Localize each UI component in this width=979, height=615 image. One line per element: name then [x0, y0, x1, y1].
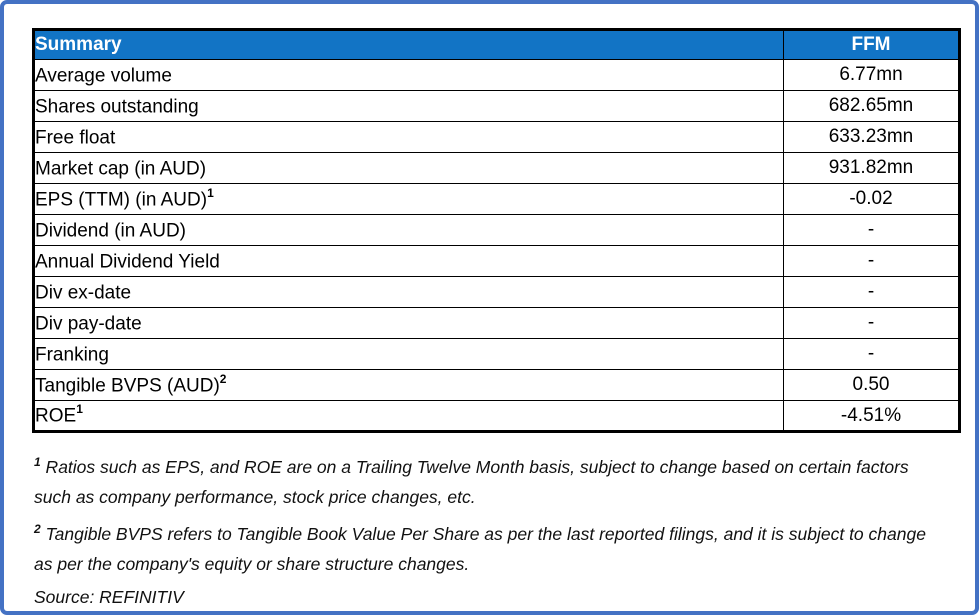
- table-row: Div ex-date -: [33, 276, 960, 308]
- table-row: EPS (TTM) (in AUD)1 -0.02: [33, 183, 960, 215]
- report-content: Summary FFM Average volume 6.77mn Shares…: [4, 4, 975, 608]
- metric-label: Franking: [35, 344, 109, 366]
- header-ffm-cell: FFM: [783, 29, 960, 60]
- metric-footnote-ref: 1: [207, 185, 214, 200]
- summary-table: Summary FFM Average volume 6.77mn Shares…: [32, 28, 961, 433]
- footnote-1-text: Ratios such as EPS, and ROE are on a Tra…: [34, 456, 909, 507]
- metric-label: Market cap (in AUD): [35, 158, 207, 180]
- metric-label-cell: Franking: [33, 338, 784, 370]
- metric-value-cell: -: [783, 338, 960, 370]
- metric-label-cell: Annual Dividend Yield: [33, 245, 784, 277]
- metric-value-cell: 682.65mn: [783, 90, 960, 122]
- footnote-2: 2 Tangible BVPS refers to Tangible Book …: [34, 514, 942, 579]
- table-header-row: Summary FFM: [33, 29, 960, 60]
- table-row: Annual Dividend Yield -: [33, 245, 960, 277]
- metric-value-cell: 931.82mn: [783, 152, 960, 184]
- table-row: Free float 633.23mn: [33, 121, 960, 153]
- metric-value-cell: 633.23mn: [783, 121, 960, 153]
- footnote-1: 1 Ratios such as EPS, and ROE are on a T…: [34, 447, 942, 512]
- metric-footnote-ref: 2: [219, 371, 227, 386]
- metric-label: Dividend (in AUD): [35, 220, 186, 242]
- metric-footnote-ref: 1: [76, 402, 83, 417]
- metric-label-cell: Div pay-date: [33, 307, 784, 339]
- metric-label-cell: Tangible BVPS (AUD)2: [33, 369, 784, 401]
- metric-value-cell: -0.02: [783, 183, 960, 215]
- metric-label: Div pay-date: [35, 313, 142, 335]
- footnotes-section: 1 Ratios such as EPS, and ROE are on a T…: [34, 447, 942, 579]
- header-summary-cell: Summary: [33, 29, 784, 60]
- metric-label: EPS (TTM) (in AUD): [35, 189, 208, 211]
- metric-value-cell: -: [783, 307, 960, 339]
- metric-label: Annual Dividend Yield: [35, 251, 220, 273]
- table-row: Div pay-date -: [33, 307, 960, 339]
- footnote-2-text: Tangible BVPS refers to Tangible Book Va…: [34, 523, 926, 574]
- metric-value-cell: 0.50: [783, 369, 960, 401]
- metric-label-cell: Market cap (in AUD): [33, 152, 784, 184]
- source-note: Source: REFINITIV: [34, 586, 184, 607]
- table-row: Market cap (in AUD) 931.82mn: [33, 152, 960, 184]
- table-row: Shares outstanding 682.65mn: [33, 90, 960, 122]
- metric-label: Div ex-date: [35, 282, 132, 304]
- table-row: Franking -: [33, 338, 960, 370]
- metric-label: Shares outstanding: [35, 96, 199, 118]
- metric-label-cell: EPS (TTM) (in AUD)1: [33, 183, 784, 215]
- metric-value-cell: -: [783, 214, 960, 246]
- metric-label-cell: Free float: [33, 121, 784, 153]
- metric-label: Free float: [35, 127, 116, 149]
- metric-label: ROE: [35, 405, 77, 427]
- table-row: ROE1 -4.51%: [33, 400, 960, 432]
- metric-value-cell: -: [783, 245, 960, 277]
- metric-label-cell: Div ex-date: [33, 276, 784, 308]
- metric-label: Average volume: [35, 65, 172, 87]
- metric-label-cell: Average volume: [33, 59, 784, 91]
- metric-value-cell: 6.77mn: [783, 59, 960, 91]
- metric-value-cell: -: [783, 276, 960, 308]
- footnote-2-marker: 2: [34, 521, 41, 536]
- metric-label-cell: Dividend (in AUD): [33, 214, 784, 246]
- table-row: Dividend (in AUD) -: [33, 214, 960, 246]
- metric-label: Tangible BVPS (AUD): [35, 375, 220, 397]
- metric-label-cell: ROE1: [33, 400, 784, 432]
- table-row: Tangible BVPS (AUD)2 0.50: [33, 369, 960, 401]
- metric-label-cell: Shares outstanding: [33, 90, 784, 122]
- table-row: Average volume 6.77mn: [33, 59, 960, 91]
- metric-value-cell: -4.51%: [783, 400, 960, 432]
- footnote-1-marker: 1: [34, 455, 41, 469]
